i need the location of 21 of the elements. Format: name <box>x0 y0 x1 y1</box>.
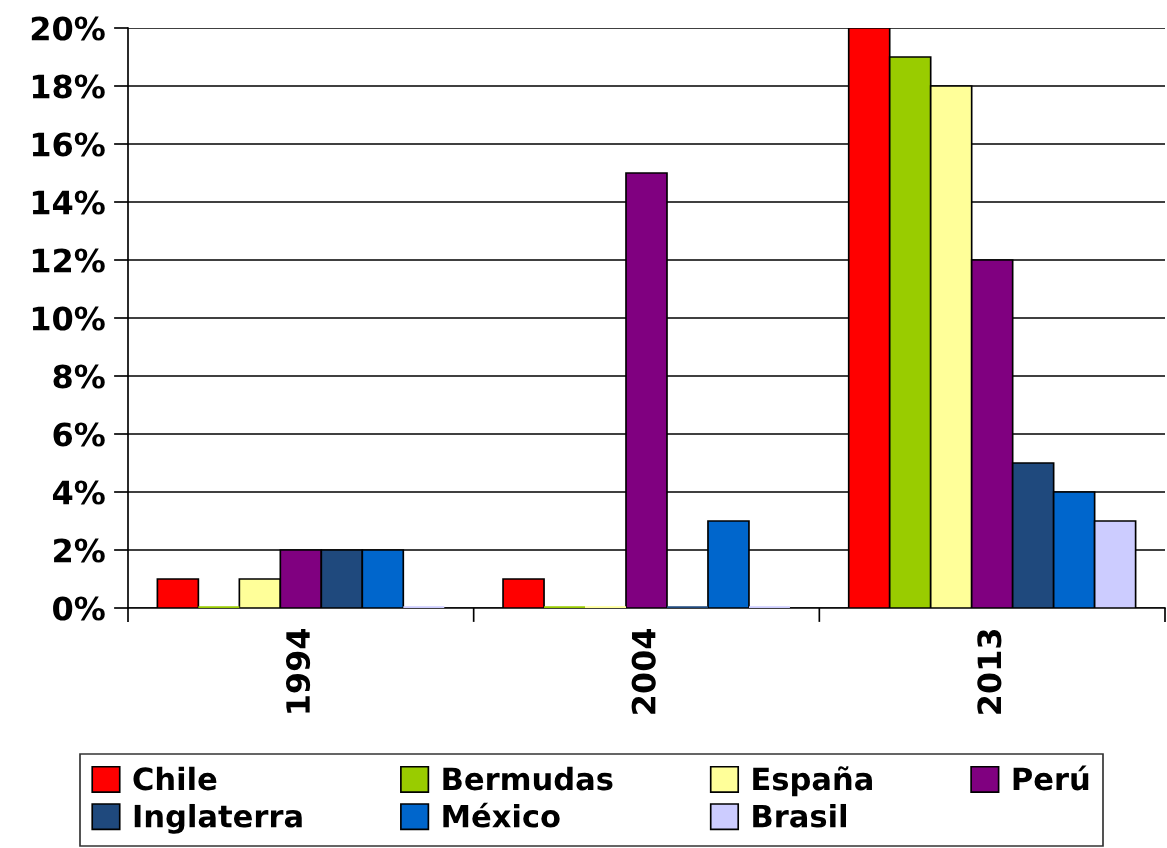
y-tick-label: 4% <box>52 480 105 505</box>
y-tick-label: 12% <box>32 248 105 273</box>
legend-label: Bermudas <box>443 766 613 791</box>
legend-label: España <box>753 766 872 797</box>
y-tick-label: 10% <box>32 306 105 331</box>
y-tick-label: 18% <box>32 74 105 99</box>
legend-label: México <box>443 802 560 828</box>
y-tick-label: 16% <box>32 132 105 157</box>
y-tick-label: 8% <box>53 364 105 389</box>
x-tick-label: 2004 <box>631 628 656 714</box>
y-tick-label: 0% <box>53 596 105 621</box>
x-tick-label: 1994 <box>285 628 311 713</box>
y-tick-label: 14% <box>32 190 105 215</box>
legend-label: Inglaterra <box>134 803 302 834</box>
legend-label: Chile <box>133 766 217 791</box>
legend-label: Perú <box>1013 765 1089 791</box>
y-tick-label: 6% <box>53 422 105 447</box>
legend-label: Brasil <box>753 803 846 828</box>
y-tick-label: 2% <box>54 538 105 563</box>
x-tick-label: 2013 <box>977 629 1002 714</box>
y-tick-label: 20% <box>31 16 105 41</box>
